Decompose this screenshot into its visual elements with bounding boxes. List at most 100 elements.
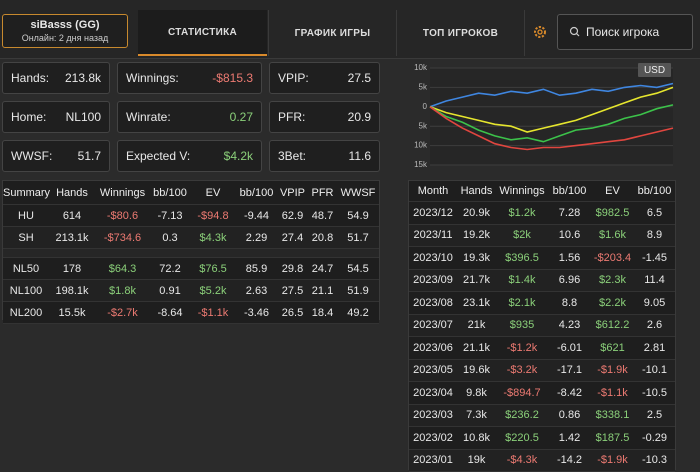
table-cell: $2.2k	[591, 297, 634, 309]
table-cell: 27.4	[277, 232, 308, 244]
table-cell: 21k	[457, 319, 496, 331]
table-cell: -$1.1k	[591, 387, 634, 399]
table-cell: 2.29	[236, 232, 277, 244]
table-cell: 2.81	[634, 342, 675, 354]
y-tick-label: 15k	[414, 160, 428, 169]
table-cell: $5.2k	[190, 285, 236, 297]
table-cell: -3.46	[236, 307, 277, 319]
header-cell: WWSF	[337, 187, 379, 199]
table-cell: -8.42	[548, 387, 591, 399]
table-cell: 0.3	[150, 232, 190, 244]
stat-label: Winnings:	[126, 71, 179, 85]
table-cell: -$3.2k	[496, 364, 548, 376]
stat-card: VPIP:27.5	[269, 62, 380, 94]
header-cell: bb/100	[548, 185, 591, 197]
table-cell: -$1.9k	[591, 364, 634, 376]
table-cell: -$894.7	[496, 387, 548, 399]
table-cell: NL50	[3, 263, 49, 275]
stat-label: Winrate:	[126, 110, 171, 124]
table-cell: -$94.8	[190, 210, 236, 222]
table-cell: 9.8k	[457, 387, 496, 399]
table-cell: -$203.4	[591, 252, 634, 264]
stat-label: PFR:	[278, 110, 305, 124]
table-cell: 24.7	[308, 263, 337, 275]
table-cell: 85.9	[236, 263, 277, 275]
stat-card: Home: NL100	[2, 101, 110, 133]
tab[interactable]: ГРАФИК ИГРЫ	[268, 10, 396, 56]
stat-label: WWSF:	[11, 149, 52, 163]
profile-status: Онлайн: 2 дня назад	[3, 33, 127, 43]
table-cell: 51.9	[337, 285, 379, 297]
table-cell: $396.5	[496, 252, 548, 264]
table-cell: 2023/02	[409, 432, 457, 444]
table-cell: 1.56	[548, 252, 591, 264]
table-cell: 21.1	[308, 285, 337, 297]
table-cell: 2023/07	[409, 319, 457, 331]
table-cell: -$1.1k	[190, 307, 236, 319]
table-cell: 62.9	[277, 210, 308, 222]
stat-label: Home:	[11, 110, 46, 124]
header-cell: PFR	[308, 187, 337, 199]
table-cell: 26.5	[277, 307, 308, 319]
table-cell: 198.1k	[49, 285, 95, 297]
table-cell: -8.64	[150, 307, 190, 319]
table-cell: $2.3k	[591, 274, 634, 286]
stat-card: 3Bet:11.6	[269, 140, 380, 172]
table-cell: $2k	[496, 229, 548, 241]
table-cell: 27.5	[277, 285, 308, 297]
header-cell: Hands	[457, 185, 496, 197]
table-cell: 9.05	[634, 297, 675, 309]
stat-value: 0.27	[230, 110, 253, 124]
tab[interactable]: СТАТИСТИКА	[138, 10, 267, 56]
table-cell: -6.01	[548, 342, 591, 354]
table-cell: -10.3	[634, 454, 675, 466]
table-cell: -$734.6	[95, 232, 150, 244]
search-icon	[558, 24, 586, 40]
header-cell: EV	[591, 185, 634, 197]
table-cell: -14.2	[548, 454, 591, 466]
stat-label: Expected V:	[126, 149, 190, 163]
settings-icon[interactable]	[532, 24, 548, 40]
profile-box[interactable]: siBasss (GG) Онлайн: 2 дня назад	[2, 14, 128, 48]
table-cell: -1.45	[634, 252, 675, 264]
table-cell: -$4.3k	[496, 454, 548, 466]
table-cell: 2023/08	[409, 297, 457, 309]
table-cell: 6.5	[634, 207, 675, 219]
tab[interactable]: ТОП ИГРОКОВ	[396, 10, 525, 56]
table-cell: 20.8	[308, 232, 337, 244]
search-box[interactable]: Поиск игрока	[557, 14, 693, 50]
table-cell: $1.4k	[496, 274, 548, 286]
table-cell: $1.8k	[95, 285, 150, 297]
table-cell: 54.5	[337, 263, 379, 275]
stat-card: Expected V:$4.2k	[117, 140, 262, 172]
stat-value: NL100	[66, 110, 101, 124]
table-cell: 2.63	[236, 285, 277, 297]
table-cell: 72.2	[150, 263, 190, 275]
table-cell: $187.5	[591, 432, 634, 444]
table-cell: $612.2	[591, 319, 634, 331]
table-cell: 4.23	[548, 319, 591, 331]
table-cell: 8.9	[634, 229, 675, 241]
table-cell: $236.2	[496, 409, 548, 421]
table-cell: -9.44	[236, 210, 277, 222]
stat-label: 3Bet:	[278, 149, 306, 163]
table-cell: 51.7	[337, 232, 379, 244]
table-cell: 2023/01	[409, 454, 457, 466]
stat-label: Hands:	[11, 71, 49, 85]
table-cell: 18.4	[308, 307, 337, 319]
table-cell: $4.3k	[190, 232, 236, 244]
table-cell: NL200	[3, 307, 49, 319]
table-cell: -10.5	[634, 387, 675, 399]
y-tick-label: 10k	[414, 63, 428, 72]
header-cell: bb/100	[236, 187, 277, 199]
